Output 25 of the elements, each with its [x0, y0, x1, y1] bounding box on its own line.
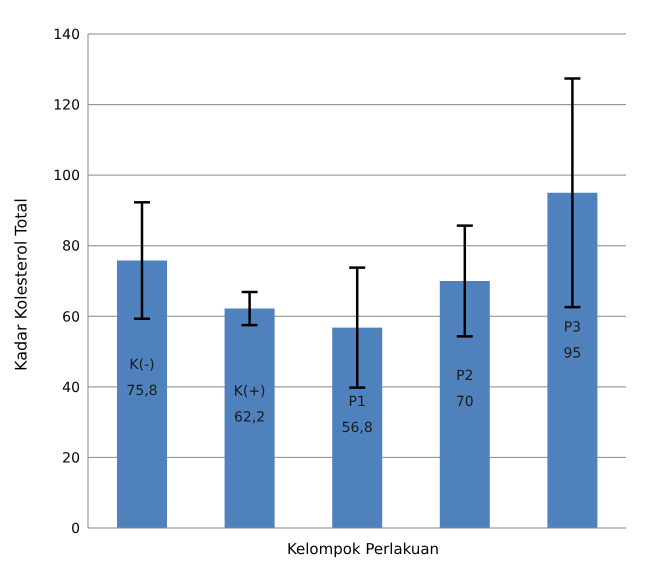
x-tick-label: P3	[564, 320, 582, 336]
x-tick-label: P1	[348, 394, 366, 410]
y-tick-label: 140	[53, 26, 80, 43]
bar	[117, 260, 167, 528]
data-label: 56,8	[342, 420, 373, 436]
y-tick-label: 20	[62, 450, 80, 466]
y-axis-title: Kadar Kolesterol Total	[12, 198, 31, 371]
y-tick-label: 100	[53, 168, 80, 184]
x-tick-label: K(+)	[234, 383, 266, 400]
data-label: 95	[563, 346, 582, 362]
bar	[332, 328, 382, 528]
data-label: 62,2	[234, 409, 266, 426]
bar	[440, 281, 490, 528]
y-tick-label: 80	[62, 238, 80, 255]
y-tick-label: 40	[62, 380, 80, 396]
y-tick-label: 120	[53, 98, 80, 114]
data-label: 75,8	[126, 382, 158, 399]
bar	[547, 192, 598, 528]
x-tick-label: P2	[456, 368, 474, 384]
x-axis-title: Kelompok Perlakuan	[286, 540, 440, 558]
data-label: 70	[456, 394, 474, 410]
y-tick-label: 60	[62, 309, 80, 326]
bar	[224, 308, 275, 528]
x-tick-label: K(-)	[129, 356, 155, 373]
y-tick-label: 0	[71, 520, 80, 537]
